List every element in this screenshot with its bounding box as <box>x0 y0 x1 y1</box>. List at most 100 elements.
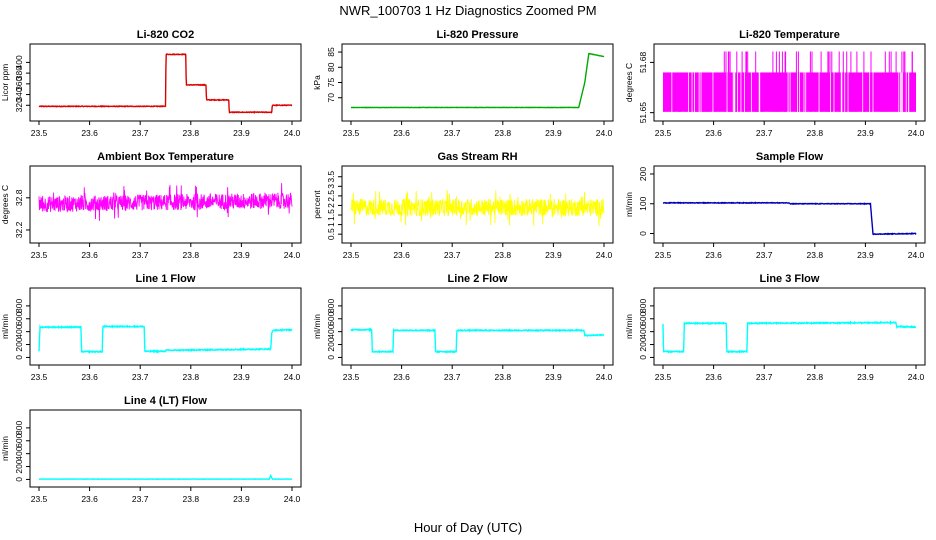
data-series-line <box>350 190 605 227</box>
x-tick-label: 24.0 <box>284 128 301 138</box>
x-tick-label: 23.7 <box>444 250 461 260</box>
panel-line-4-lt-flow: Line 4 (LT) Flow ml/min 23.5 23.6 23.7 23.8 23… <box>0 395 302 504</box>
y-tick-label: 3 <box>326 184 336 189</box>
y-tick-label: 0.5 <box>326 228 336 240</box>
x-tick-label: 23.7 <box>132 128 149 138</box>
panel-title: Li-820 CO2 <box>137 29 194 41</box>
y-tick-label: 200 <box>326 337 336 351</box>
figure-xlabel: Hour of Day (UTC) <box>414 520 522 535</box>
panel-title: Sample Flow <box>756 151 824 163</box>
x-tick-label: 24.0 <box>284 494 301 504</box>
y-axis-label: ml/min <box>624 314 634 339</box>
y-tick-label: 800 <box>14 299 24 313</box>
y-axis-label: percent <box>312 190 322 219</box>
x-tick-label: 23.8 <box>807 372 824 382</box>
x-tick-label: 23.5 <box>343 250 360 260</box>
x-tick-label: 23.8 <box>183 250 200 260</box>
y-tick-label: 2 <box>326 203 336 208</box>
y-tick-label: 200 <box>14 459 24 473</box>
y-tick-label: 1 <box>326 222 336 227</box>
y-tick-label: 800 <box>326 299 336 313</box>
y-tick-label: 600 <box>638 311 648 325</box>
y-axis-label: ml/min <box>0 314 10 339</box>
y-axis-label: Licor ppm <box>0 64 10 101</box>
plot-frame <box>653 165 926 244</box>
x-tick-label: 24.0 <box>596 250 613 260</box>
x-tick-label: 23.6 <box>705 128 722 138</box>
panel-line-3-flow: Line 3 Flow ml/min 23.5 23.6 23.7 23.8 23.9 24.… <box>624 273 926 382</box>
y-tick-label: 600 <box>14 433 24 447</box>
plot-frame <box>29 287 302 366</box>
plot-frame <box>341 43 614 122</box>
y-tick-label: 1.5 <box>326 209 336 221</box>
y-tick-label: 70 <box>326 93 336 103</box>
y-tick-label: 0 <box>638 231 648 236</box>
y-tick-label: 380 <box>14 66 24 80</box>
x-tick-label: 23.6 <box>705 250 722 260</box>
y-axis-label: degrees C <box>624 63 634 102</box>
x-tick-label: 23.7 <box>132 494 149 504</box>
x-tick-label: 24.0 <box>908 128 925 138</box>
y-axis-label: kPa <box>312 75 322 90</box>
y-axis-label: ml/min <box>0 436 10 461</box>
y-tick-label: 400 <box>638 324 648 338</box>
x-tick-label: 23.7 <box>132 372 149 382</box>
x-tick-label: 23.6 <box>81 250 98 260</box>
y-tick-label: 32.2 <box>14 221 24 238</box>
x-tick-label: 23.6 <box>705 372 722 382</box>
x-tick-label: 23.8 <box>495 372 512 382</box>
x-tick-label: 23.9 <box>545 372 562 382</box>
x-tick-label: 23.7 <box>756 250 773 260</box>
x-tick-label: 23.8 <box>183 128 200 138</box>
x-tick-label: 23.9 <box>857 372 874 382</box>
panel-li-820-co2: Li-820 CO2 Licor ppm 23.5 23.6 23.7 23.8 23.9 2… <box>0 29 302 138</box>
y-tick-label: 400 <box>14 55 24 69</box>
y-tick-label: 51.65 <box>638 102 648 124</box>
x-tick-label: 23.9 <box>233 494 250 504</box>
y-tick-label: 360 <box>14 76 24 90</box>
y-tick-label: 2.5 <box>326 190 336 202</box>
y-tick-label: 600 <box>14 311 24 325</box>
data-series-line <box>351 52 605 109</box>
x-tick-label: 23.6 <box>393 372 410 382</box>
y-tick-label: 3.5 <box>326 171 336 183</box>
plot-frame <box>29 165 302 244</box>
x-tick-label: 23.6 <box>393 128 410 138</box>
x-tick-label: 23.9 <box>233 372 250 382</box>
x-tick-label: 24.0 <box>596 128 613 138</box>
x-tick-label: 23.8 <box>495 128 512 138</box>
y-tick-label: 340 <box>14 87 24 101</box>
x-tick-label: 23.8 <box>807 128 824 138</box>
y-tick-label: 800 <box>14 421 24 435</box>
x-tick-label: 23.6 <box>81 372 98 382</box>
x-tick-label: 23.7 <box>756 372 773 382</box>
y-tick-label: 100 <box>638 196 648 210</box>
x-tick-label: 23.6 <box>81 128 98 138</box>
y-tick-label: 0 <box>638 355 648 360</box>
y-tick-label: 400 <box>14 446 24 460</box>
x-tick-label: 24.0 <box>908 250 925 260</box>
panel-title: Line 1 Flow <box>136 273 196 285</box>
data-series-line <box>38 52 293 114</box>
plot-frame <box>29 43 302 122</box>
x-tick-label: 23.9 <box>233 128 250 138</box>
x-tick-label: 23.5 <box>31 372 48 382</box>
y-axis-label: ml/min <box>624 192 634 217</box>
plot-frame <box>341 165 614 244</box>
x-tick-label: 23.5 <box>343 128 360 138</box>
data-series-line <box>662 320 917 354</box>
x-tick-label: 23.7 <box>132 250 149 260</box>
x-tick-label: 24.0 <box>284 372 301 382</box>
x-tick-label: 23.7 <box>756 128 773 138</box>
x-tick-label: 23.5 <box>31 128 48 138</box>
figure-title: NWR_100703 1 Hz Diagnostics Zoomed PM <box>339 3 596 18</box>
y-tick-label: 600 <box>326 311 336 325</box>
x-tick-label: 23.8 <box>183 372 200 382</box>
x-tick-label: 23.8 <box>183 494 200 504</box>
y-tick-label: 0 <box>326 355 336 360</box>
x-tick-label: 23.5 <box>655 128 672 138</box>
panel-title: Line 3 Flow <box>760 273 820 285</box>
plot-frame <box>653 43 926 122</box>
